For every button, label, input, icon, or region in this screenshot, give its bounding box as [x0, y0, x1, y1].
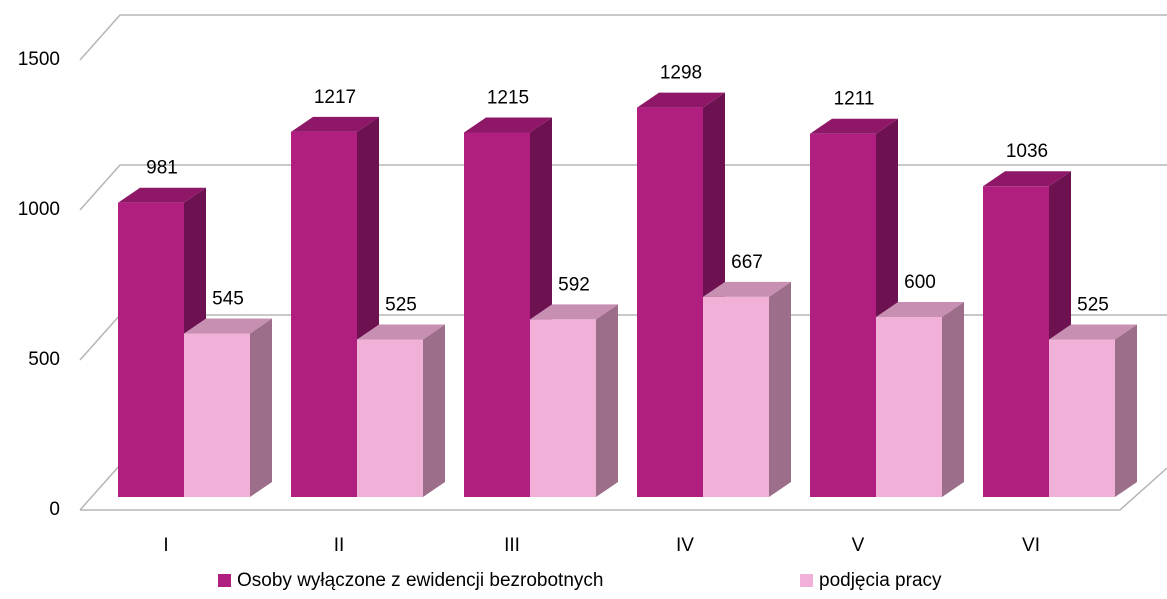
x-tick-label: III [504, 535, 520, 556]
value-label: 545 [212, 289, 244, 310]
legend-label: Osoby wyłączone z ewidencji bezrobotnych [237, 570, 603, 591]
x-tick-label: V [852, 535, 865, 556]
bar-face [1115, 324, 1137, 497]
bar [876, 302, 964, 497]
x-tick-label: VI [1022, 535, 1040, 556]
bar-face [810, 133, 876, 497]
bar-face [184, 318, 272, 334]
y-tick-label: 500 [28, 349, 60, 370]
bar-face [942, 302, 964, 497]
value-label: 1211 [834, 89, 875, 110]
value-label: 1036 [1006, 141, 1048, 162]
bar-face [530, 304, 618, 320]
value-label: 525 [1077, 295, 1109, 316]
value-label: 1215 [487, 88, 529, 109]
bar-face [983, 171, 1071, 187]
bar-face [703, 296, 769, 497]
legend-swatch [218, 574, 231, 587]
bar-face [464, 132, 530, 497]
value-label: 592 [558, 274, 590, 295]
bar-face [464, 117, 552, 133]
value-label: 1298 [660, 63, 702, 84]
floor-front [80, 467, 1167, 511]
bar-face [876, 302, 964, 317]
bar-face [291, 116, 379, 132]
bar-face [983, 186, 1049, 497]
bar [357, 324, 445, 497]
y-tick-label: 1500 [18, 49, 60, 70]
bar-face [1049, 324, 1137, 340]
bar-face [810, 118, 898, 134]
bar-face [596, 304, 618, 497]
bar [530, 304, 618, 497]
legend-label: podjęcia pracy [819, 570, 942, 591]
bar-face [637, 92, 725, 108]
y-tick-label: 1000 [18, 199, 60, 220]
y-tick-label: 0 [49, 499, 60, 520]
value-label: 525 [385, 295, 417, 316]
value-label: 981 [146, 158, 178, 179]
bar [184, 318, 272, 497]
bar-face [184, 333, 250, 497]
bar-face [357, 339, 423, 497]
bar-face [357, 324, 445, 340]
value-label: 1217 [314, 87, 356, 108]
bar [1049, 324, 1137, 497]
bar-face [530, 319, 596, 497]
bar-face [118, 202, 184, 497]
bar-face [769, 281, 791, 497]
value-label: 667 [731, 252, 763, 273]
bar-face [637, 107, 703, 497]
grid-line [79, 14, 1167, 61]
bar-face [1049, 339, 1115, 497]
x-tick-label: II [334, 535, 345, 556]
x-tick-label: IV [676, 535, 694, 556]
bar-face [876, 317, 942, 497]
value-label: 600 [904, 272, 936, 293]
bar-face [703, 281, 791, 297]
bar [703, 281, 791, 497]
bar-face [423, 324, 445, 497]
floor-left [79, 464, 121, 511]
bar-face [250, 318, 272, 497]
bar-face [291, 131, 357, 497]
bar-face [118, 187, 206, 203]
x-tick-label: I [163, 535, 168, 556]
legend-swatch [800, 574, 813, 587]
